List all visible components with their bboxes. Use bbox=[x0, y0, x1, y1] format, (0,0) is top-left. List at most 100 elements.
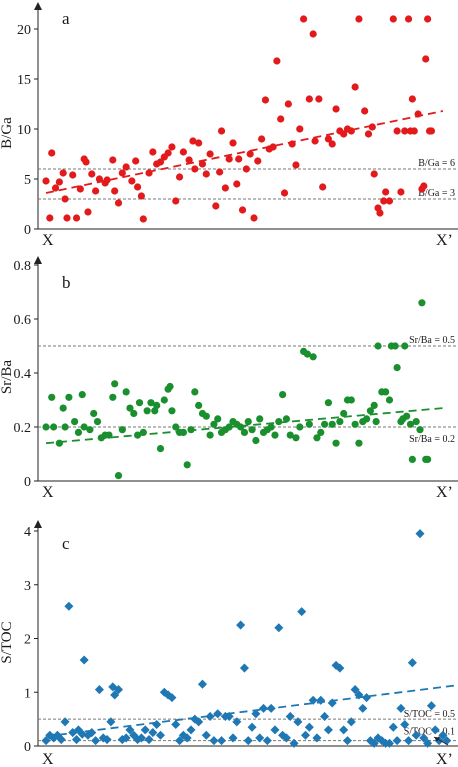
data-point bbox=[415, 529, 425, 539]
data-point bbox=[300, 730, 311, 740]
data-point bbox=[51, 184, 60, 192]
panel-c: 0 1 2 3 4 S/TOC c X X’ S/TOC = 0.5 S/TOC = 0.1 bbox=[0, 520, 458, 767]
data-point bbox=[274, 623, 284, 633]
data-point bbox=[149, 148, 157, 156]
data-point bbox=[361, 107, 369, 115]
data-point bbox=[400, 719, 410, 730]
data-point bbox=[418, 299, 426, 307]
data-point bbox=[388, 722, 398, 732]
ref-line-label: Sr/Ba = 0.2 bbox=[409, 434, 455, 445]
data-point bbox=[312, 733, 322, 743]
data-point bbox=[55, 439, 63, 447]
data-point bbox=[397, 188, 405, 196]
data-point bbox=[69, 171, 77, 179]
data-point bbox=[84, 208, 92, 216]
y-tick-label: 0.6 bbox=[14, 313, 32, 328]
data-point bbox=[183, 461, 191, 469]
data-point bbox=[151, 407, 159, 415]
x-end-label: X’ bbox=[436, 232, 453, 249]
trend-line bbox=[45, 684, 458, 738]
data-point bbox=[284, 100, 292, 108]
x-start-label: X bbox=[42, 232, 54, 249]
data-point bbox=[355, 439, 363, 447]
ref-line-label: B/Ga = 3 bbox=[418, 188, 455, 199]
data-point bbox=[50, 423, 58, 431]
y-tick-label: 0 bbox=[24, 223, 31, 238]
data-point bbox=[139, 215, 147, 223]
data-point bbox=[297, 607, 307, 617]
data-point bbox=[94, 685, 104, 695]
data-point bbox=[164, 149, 172, 157]
y-tick-label: 0 bbox=[24, 740, 31, 755]
data-point bbox=[186, 725, 196, 735]
data-point bbox=[191, 165, 199, 173]
data-point bbox=[328, 420, 336, 428]
data-point bbox=[320, 711, 330, 721]
data-point bbox=[114, 472, 123, 480]
data-point bbox=[236, 620, 246, 630]
ref-pointer-arrowhead bbox=[434, 737, 440, 742]
data-point bbox=[247, 722, 257, 732]
data-point bbox=[59, 169, 67, 177]
data-point bbox=[293, 717, 303, 727]
x-start-label: X bbox=[42, 484, 54, 501]
data-point bbox=[65, 393, 73, 401]
data-point bbox=[376, 209, 384, 217]
data-point bbox=[339, 725, 349, 735]
data-point bbox=[382, 188, 390, 196]
data-point bbox=[332, 105, 340, 113]
data-point bbox=[336, 418, 344, 426]
data-point bbox=[228, 733, 238, 743]
data-point bbox=[419, 733, 429, 743]
data-point bbox=[103, 176, 111, 184]
y-axis-arrow bbox=[34, 2, 42, 10]
data-point bbox=[391, 342, 399, 350]
data-point bbox=[42, 177, 50, 185]
data-point bbox=[292, 434, 300, 442]
data-point bbox=[106, 717, 116, 727]
data-point bbox=[114, 199, 123, 207]
data-point bbox=[384, 738, 395, 748]
data-point bbox=[305, 420, 313, 428]
data-point bbox=[410, 127, 418, 135]
data-point bbox=[292, 161, 300, 169]
data-point bbox=[372, 418, 380, 426]
data-point bbox=[216, 168, 224, 176]
data-point bbox=[194, 717, 204, 727]
data-point bbox=[93, 418, 102, 426]
y-axis-label: B/Ga bbox=[0, 117, 15, 149]
data-point bbox=[118, 426, 126, 434]
data-point bbox=[270, 725, 280, 735]
data-point bbox=[48, 149, 56, 157]
data-point bbox=[156, 445, 165, 453]
data-point bbox=[133, 183, 142, 191]
data-point bbox=[416, 426, 424, 434]
data-point bbox=[422, 55, 430, 63]
data-point bbox=[135, 399, 144, 407]
data-point bbox=[317, 428, 325, 436]
y-tick-label: 3 bbox=[24, 579, 31, 594]
data-point bbox=[346, 717, 356, 727]
y-tick-label: 5 bbox=[24, 173, 31, 188]
data-point bbox=[303, 350, 312, 358]
data-point bbox=[406, 420, 415, 428]
data-point bbox=[309, 353, 317, 361]
data-point bbox=[309, 30, 317, 38]
data-point bbox=[267, 423, 275, 431]
data-point bbox=[244, 418, 252, 426]
data-point bbox=[408, 455, 416, 463]
data-point bbox=[412, 418, 420, 426]
y-tick-label: 0.8 bbox=[14, 259, 32, 274]
data-point bbox=[246, 150, 254, 158]
data-point bbox=[140, 725, 150, 735]
data-point bbox=[269, 143, 277, 151]
panel-label: b bbox=[62, 273, 71, 292]
panel-b: 0 0.2 0.4 0.6 0.8 Sr/Ba b X X’ Sr/Ba = 0.5 Sr/Ba =… bbox=[0, 256, 458, 501]
data-point bbox=[258, 135, 266, 143]
data-point bbox=[64, 601, 74, 611]
data-point bbox=[160, 396, 168, 404]
data-point bbox=[74, 428, 83, 436]
data-point bbox=[374, 342, 382, 350]
data-point bbox=[214, 415, 222, 423]
